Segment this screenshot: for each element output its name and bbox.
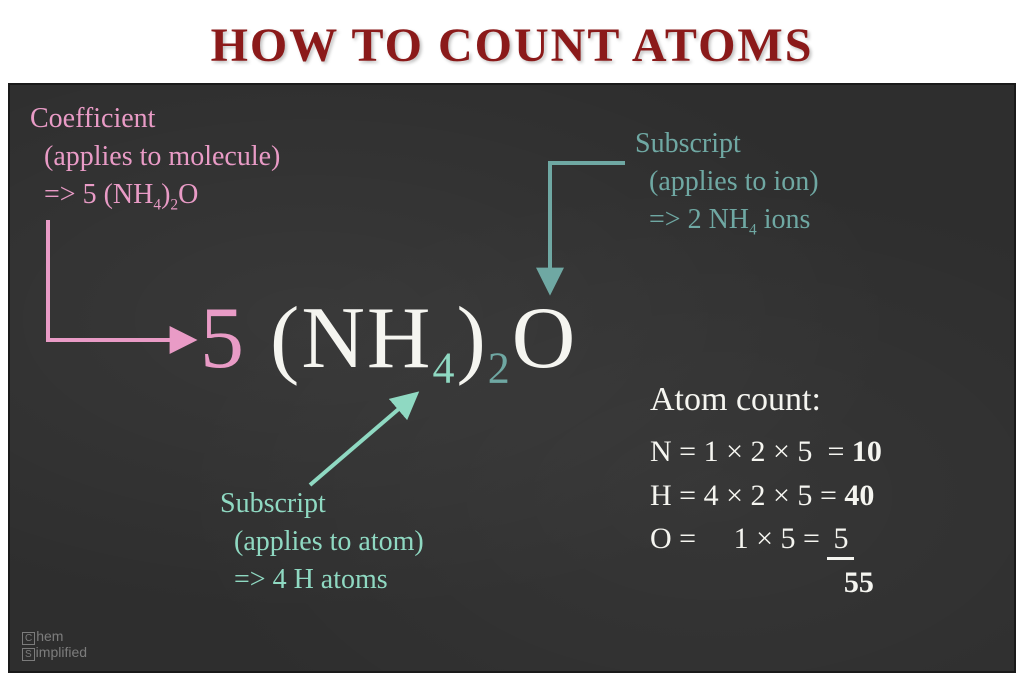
annotation-ion-line3: => 2 NH4 ions — [635, 201, 819, 241]
annotation-ion-subscript: Subscript (applies to ion) => 2 NH4 ions — [635, 125, 819, 241]
annotation-text: => 2 NH — [649, 204, 749, 235]
atom-count-element: O — [650, 522, 672, 555]
annotation-atom-line2: (applies to atom) — [220, 523, 424, 561]
annotation-atom-subscript: Subscript (applies to atom) => 4 H atoms — [220, 485, 424, 598]
annotation-ion-line1: Subscript — [635, 125, 819, 163]
atom-count-result: 40 — [844, 479, 874, 512]
formula-paren-open: ( — [270, 290, 301, 387]
page-title: HOW TO COUNT ATOMS — [0, 0, 1024, 83]
watermark-box: S — [22, 648, 35, 661]
formula-body: (NH4)2O — [270, 295, 577, 390]
formula-element-h: H — [367, 290, 433, 387]
annotation-atom-line3: => 4 H atoms — [220, 561, 424, 599]
annotation-coefficient-line2: (applies to molecule) — [30, 138, 280, 176]
formula-element-n: N — [301, 290, 367, 387]
atom-count-row-o: O = 1 × 5 = 5 — [650, 517, 882, 561]
formula-paren-close: ) — [456, 290, 487, 387]
annotation-text: ions — [757, 204, 811, 235]
annotation-coefficient-line1: Coefficient — [30, 100, 280, 138]
atom-count-block: Atom count: N = 1 × 2 × 5 = 10 H = 4 × 2… — [650, 375, 882, 604]
chalkboard: Coefficient (applies to molecule) => 5 (… — [8, 83, 1016, 673]
atom-count-total-value: 55 — [844, 566, 874, 599]
atom-count-row-h: H = 4 × 2 × 5 = 40 — [650, 474, 882, 518]
atom-count-expr: 1 × 2 × 5 — [704, 435, 813, 468]
annotation-text: ) — [161, 179, 170, 210]
watermark-text: implified — [36, 644, 87, 660]
watermark-box: C — [22, 632, 35, 645]
atom-count-result: 5 — [827, 522, 854, 560]
annotation-sub: 2 — [170, 196, 178, 213]
annotation-ion-line2: (applies to ion) — [635, 163, 819, 201]
atom-count-element: H — [650, 479, 672, 512]
atom-count-result: 10 — [852, 435, 882, 468]
annotation-coefficient-line3: => 5 (NH4)2O — [30, 176, 280, 216]
annotation-text: O — [178, 179, 198, 210]
formula-subscript-ion: 2 — [488, 343, 512, 392]
annotation-sub: 4 — [749, 221, 757, 238]
chemical-formula: 5 (NH4)2O — [200, 295, 577, 390]
arrow-ion-subscript — [550, 163, 625, 290]
arrow-atom-subscript — [310, 395, 415, 485]
atom-count-element: N — [650, 435, 672, 468]
watermark-text: hem — [36, 628, 63, 644]
atom-count-expr: 1 × 5 — [704, 522, 796, 555]
atom-count-row-n: N = 1 × 2 × 5 = 10 — [650, 430, 882, 474]
atom-count-total: 55 — [650, 561, 882, 605]
atom-count-header: Atom count: — [650, 375, 882, 424]
formula-coefficient: 5 — [200, 295, 246, 383]
annotation-sub: 4 — [153, 196, 161, 213]
arrow-coefficient — [48, 220, 192, 340]
watermark: Chem Simplified — [22, 629, 87, 661]
annotation-text: => 5 (NH — [44, 179, 153, 210]
formula-element-o: O — [512, 290, 578, 387]
formula-subscript-atom: 4 — [432, 343, 456, 392]
atom-count-expr: 4 × 2 × 5 — [704, 479, 813, 512]
annotation-atom-line1: Subscript — [220, 485, 424, 523]
annotation-coefficient: Coefficient (applies to molecule) => 5 (… — [30, 100, 280, 216]
